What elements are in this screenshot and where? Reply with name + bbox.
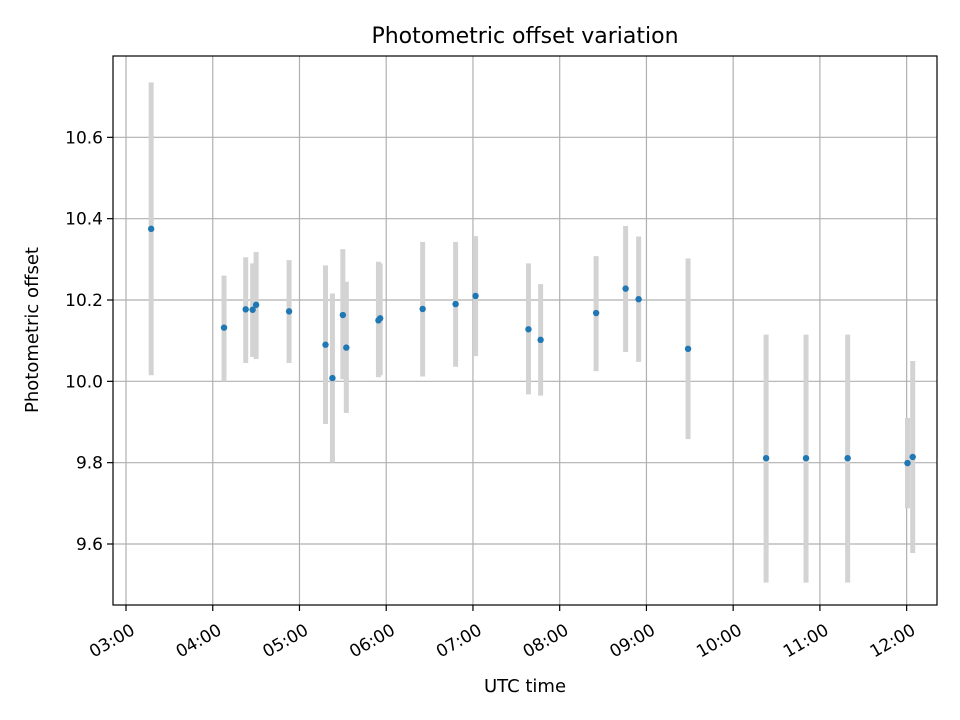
data-point xyxy=(537,336,544,344)
y-tick-label: 10.6 xyxy=(65,128,103,148)
data-point xyxy=(147,225,155,233)
plot-frame xyxy=(112,55,938,606)
data-point xyxy=(249,306,256,313)
y-axis-label: Photometric offset xyxy=(22,247,43,413)
data-point xyxy=(322,341,329,348)
data-point xyxy=(339,311,347,319)
data-point xyxy=(802,454,810,462)
data-point xyxy=(419,305,426,313)
y-tick-label: 10.2 xyxy=(65,291,103,311)
y-ticks: 9.6 9.8 10.0 10.2 10.4 10.6 xyxy=(65,128,113,555)
y-tick-label: 10.4 xyxy=(65,210,103,230)
data-point xyxy=(904,459,911,467)
data-point xyxy=(252,301,260,309)
data-points xyxy=(147,225,916,467)
data-point xyxy=(525,326,532,333)
data-point xyxy=(909,453,916,461)
data-point xyxy=(472,292,479,300)
y-tick-label: 10.0 xyxy=(65,372,103,392)
data-point xyxy=(844,454,851,462)
data-point xyxy=(684,345,692,352)
data-point xyxy=(622,285,629,292)
data-point xyxy=(329,374,336,382)
chart-title: Photometric offset variation xyxy=(371,24,678,49)
data-point xyxy=(285,308,293,315)
data-point xyxy=(592,309,600,317)
x-axis-label: UTC time xyxy=(484,676,566,697)
y-tick-label: 9.8 xyxy=(76,454,103,474)
data-point xyxy=(343,344,350,351)
data-point xyxy=(762,454,770,462)
data-point xyxy=(376,315,384,322)
y-tick-label: 9.6 xyxy=(76,535,103,555)
data-point xyxy=(220,324,228,331)
data-point xyxy=(242,306,249,313)
data-point xyxy=(635,295,642,303)
grid xyxy=(113,56,937,605)
data-point xyxy=(452,300,459,308)
